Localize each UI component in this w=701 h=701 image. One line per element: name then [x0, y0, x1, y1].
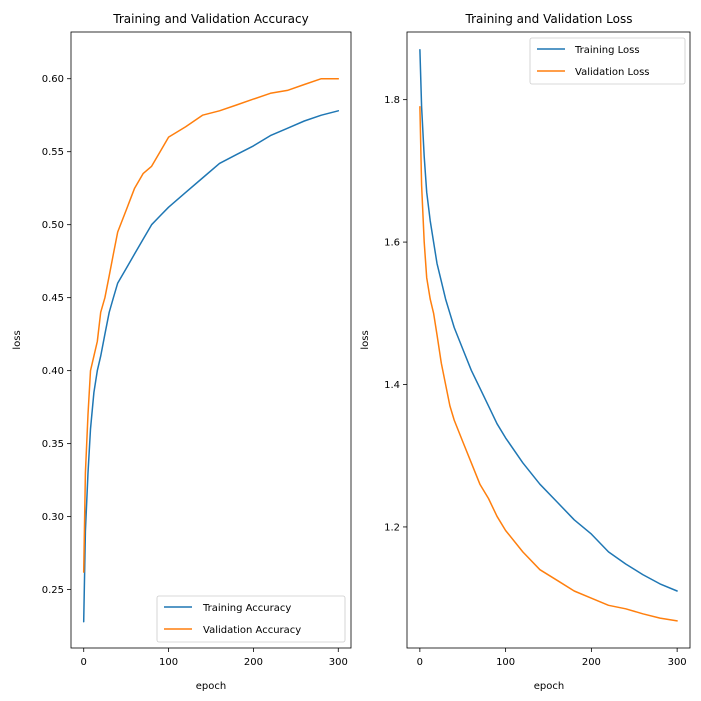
chart-title: Training and Validation Loss — [465, 12, 633, 26]
y-tick-label: 0.40 — [42, 366, 64, 377]
x-tick-label: 100 — [496, 657, 515, 668]
series-line-training-accuracy — [82, 110, 340, 623]
x-tick-label: 0 — [81, 657, 87, 668]
x-axis-label: epoch — [534, 681, 564, 692]
loss-subplot: Training and Validation Loss 0 100 200 300 1… — [360, 12, 691, 692]
series-line-validation-loss — [419, 106, 678, 622]
x-tick-label: 300 — [329, 657, 348, 668]
legend-label-validation-loss: Validation Loss — [575, 67, 650, 78]
y-tick-label: 0.30 — [42, 512, 64, 523]
legend: Training Loss Validation Loss — [529, 37, 686, 85]
accuracy-ticks-layer: 0 100 200 300 0.25 0.30 0.35 0.40 0.45 0.50 0.55 0.… — [42, 74, 348, 668]
y-tick-label: 0.60 — [42, 74, 64, 85]
y-tick-label: 1.8 — [384, 95, 400, 106]
y-axis-label: loss — [12, 330, 23, 349]
y-tick-label: 0.45 — [42, 293, 64, 304]
y-tick-label: 0.25 — [42, 585, 64, 596]
loss-series-layer — [419, 49, 678, 622]
x-tick-label: 200 — [582, 657, 601, 668]
accuracy-subplot: Training and Validation Accuracy 0 100 200… — [12, 12, 352, 692]
legend-box — [529, 37, 686, 85]
loss-ticks-layer: 0 100 200 300 1.2 1.4 1.6 1.8 — [384, 95, 687, 668]
y-tick-label: 1.2 — [384, 522, 400, 533]
accuracy-series-layer — [82, 77, 340, 623]
legend: Training Accuracy Validation Accuracy — [156, 595, 346, 643]
y-tick-label: 1.4 — [384, 380, 400, 391]
axes-frame — [406, 31, 691, 649]
legend-label-validation-accuracy: Validation Accuracy — [203, 625, 301, 636]
y-axis-label: loss — [360, 330, 371, 349]
x-axis-label: epoch — [196, 681, 226, 692]
x-tick-label: 100 — [159, 657, 178, 668]
series-line-training-loss — [419, 49, 678, 592]
x-tick-label: 300 — [668, 657, 687, 668]
x-tick-label: 0 — [417, 657, 423, 668]
chart-title: Training and Validation Accuracy — [112, 12, 308, 26]
y-tick-label: 0.50 — [42, 220, 64, 231]
series-line-validation-accuracy — [82, 77, 340, 573]
legend-label-training-accuracy: Training Accuracy — [202, 603, 291, 614]
y-tick-label: 0.55 — [42, 147, 64, 158]
legend-box — [156, 595, 346, 643]
axes-frame — [70, 31, 352, 649]
legend-label-training-loss: Training Loss — [574, 45, 640, 56]
y-tick-label: 0.35 — [42, 439, 64, 450]
x-tick-label: 200 — [244, 657, 263, 668]
y-tick-label: 1.6 — [384, 238, 400, 249]
